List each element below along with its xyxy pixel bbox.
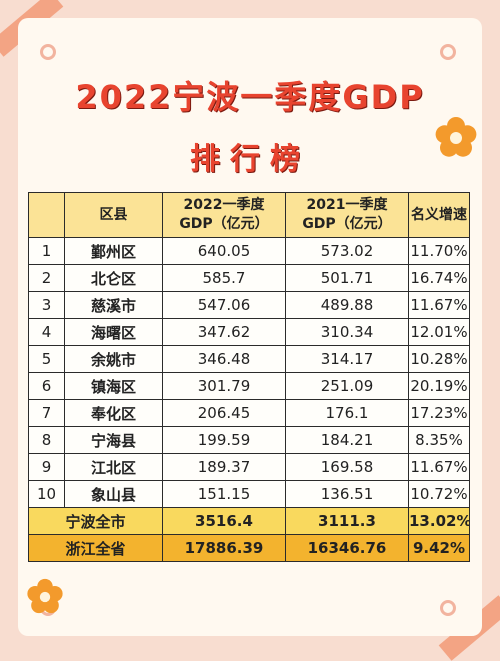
gdp-2021-cell: 251.09 xyxy=(285,372,409,400)
pin-hole-icon xyxy=(440,600,456,616)
gdp-2022-cell: 189.37 xyxy=(162,453,286,481)
gdp-2021-cell: 169.58 xyxy=(285,453,409,481)
rank-cell: 7 xyxy=(28,399,65,427)
rank-cell: 3 xyxy=(28,291,65,319)
header-gdp-2021: 2021一季度 GDP（亿元） xyxy=(285,192,409,238)
growth-cell: 20.19% xyxy=(408,372,470,400)
gdp-2022-cell: 585.7 xyxy=(162,264,286,292)
rank-cell: 6 xyxy=(28,372,65,400)
gdp-2022-cell: 3516.4 xyxy=(162,507,286,535)
growth-cell: 8.35% xyxy=(408,426,470,454)
flower-icon xyxy=(435,117,477,157)
growth-cell: 9.42% xyxy=(408,534,470,562)
header-gdp-2022-line2: GDP（亿元） xyxy=(179,216,269,232)
gdp-2022-cell: 17886.39 xyxy=(162,534,286,562)
growth-cell: 17.23% xyxy=(408,399,470,427)
rank-cell: 8 xyxy=(28,426,65,454)
district-name-cell: 鄞州区 xyxy=(64,237,163,265)
page-title: 2022宁波一季度GDP xyxy=(75,78,425,116)
district-name-cell: 宁海县 xyxy=(64,426,163,454)
table-row: 6 镇海区 301.79 251.09 20.19% xyxy=(28,372,470,400)
table-row: 5 余姚市 346.48 314.17 10.28% xyxy=(28,345,470,373)
gdp-2022-cell: 151.15 xyxy=(162,480,286,508)
gdp-2021-cell: 310.34 xyxy=(285,318,409,346)
gdp-2022-cell: 206.45 xyxy=(162,399,286,427)
district-name-cell: 海曙区 xyxy=(64,318,163,346)
growth-cell: 12.01% xyxy=(408,318,470,346)
province-total-row: 浙江全省 17886.39 16346.76 9.42% xyxy=(28,534,470,562)
header-growth: 名义增速 xyxy=(408,192,470,238)
gdp-2021-cell: 501.71 xyxy=(285,264,409,292)
gdp-2021-cell: 16346.76 xyxy=(285,534,409,562)
district-name-cell: 江北区 xyxy=(64,453,163,481)
header-gdp-2022: 2022一季度 GDP（亿元） xyxy=(162,192,286,238)
gdp-2021-cell: 184.21 xyxy=(285,426,409,454)
growth-cell: 13.02% xyxy=(408,507,470,535)
total-name-cell: 浙江全省 xyxy=(28,534,163,562)
header-gdp-2022-line1: 2022一季度 xyxy=(183,197,265,213)
gdp-2021-cell: 489.88 xyxy=(285,291,409,319)
gdp-2021-cell: 573.02 xyxy=(285,237,409,265)
district-name-cell: 象山县 xyxy=(64,480,163,508)
table-row: 4 海曙区 347.62 310.34 12.01% xyxy=(28,318,470,346)
rank-cell: 9 xyxy=(28,453,65,481)
flower-icon xyxy=(27,578,63,614)
rank-cell: 4 xyxy=(28,318,65,346)
gdp-2022-cell: 199.59 xyxy=(162,426,286,454)
rank-cell: 2 xyxy=(28,264,65,292)
pin-hole-icon xyxy=(40,44,56,60)
growth-cell: 16.74% xyxy=(408,264,470,292)
gdp-2022-cell: 547.06 xyxy=(162,291,286,319)
city-total-row: 宁波全市 3516.4 3111.3 13.02% xyxy=(28,507,470,535)
growth-cell: 11.70% xyxy=(408,237,470,265)
table-row: 3 慈溪市 547.06 489.88 11.67% xyxy=(28,291,470,319)
gdp-2022-cell: 347.62 xyxy=(162,318,286,346)
table-row: 1 鄞州区 640.05 573.02 11.70% xyxy=(28,237,470,265)
gdp-2021-cell: 176.1 xyxy=(285,399,409,427)
gdp-2021-cell: 136.51 xyxy=(285,480,409,508)
district-name-cell: 慈溪市 xyxy=(64,291,163,319)
district-name-cell: 余姚市 xyxy=(64,345,163,373)
growth-cell: 10.28% xyxy=(408,345,470,373)
district-name-cell: 北仑区 xyxy=(64,264,163,292)
growth-cell: 11.67% xyxy=(408,453,470,481)
gdp-2022-cell: 301.79 xyxy=(162,372,286,400)
table-row: 9 江北区 189.37 169.58 11.67% xyxy=(28,453,470,481)
page-subtitle: 排行榜 xyxy=(190,142,310,177)
gdp-2022-cell: 640.05 xyxy=(162,237,286,265)
header-rank xyxy=(28,192,65,238)
gdp-2021-cell: 3111.3 xyxy=(285,507,409,535)
district-name-cell: 奉化区 xyxy=(64,399,163,427)
rank-cell: 5 xyxy=(28,345,65,373)
growth-cell: 11.67% xyxy=(408,291,470,319)
gdp-2021-cell: 314.17 xyxy=(285,345,409,373)
total-name-cell: 宁波全市 xyxy=(28,507,163,535)
pin-hole-icon xyxy=(440,44,456,60)
district-name-cell: 镇海区 xyxy=(64,372,163,400)
table-row: 8 宁海县 199.59 184.21 8.35% xyxy=(28,426,470,454)
gdp-2022-cell: 346.48 xyxy=(162,345,286,373)
rank-cell: 10 xyxy=(28,480,65,508)
table-row: 2 北仑区 585.7 501.71 16.74% xyxy=(28,264,470,292)
header-gdp-2021-line2: GDP（亿元） xyxy=(302,216,392,232)
table-row: 7 奉化区 206.45 176.1 17.23% xyxy=(28,399,470,427)
header-district: 区县 xyxy=(64,192,163,238)
table-row: 10 象山县 151.15 136.51 10.72% xyxy=(28,480,470,508)
table-header-row: 区县 2022一季度 GDP（亿元） 2021一季度 GDP（亿元） 名义增速 xyxy=(28,192,470,238)
rank-cell: 1 xyxy=(28,237,65,265)
growth-cell: 10.72% xyxy=(408,480,470,508)
header-gdp-2021-line1: 2021一季度 xyxy=(306,197,388,213)
